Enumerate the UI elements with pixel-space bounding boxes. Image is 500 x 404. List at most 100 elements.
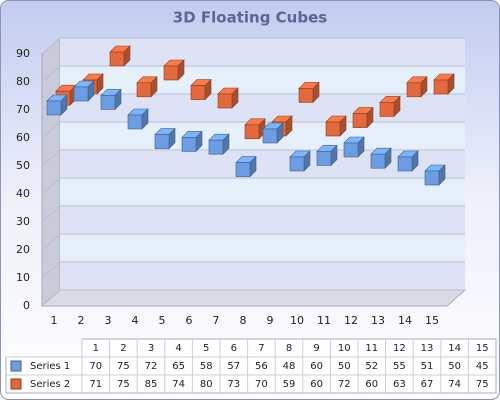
table-header: 8 — [286, 343, 292, 354]
cube-face — [136, 82, 152, 98]
cube — [181, 130, 203, 153]
y-tick-label: 0 — [23, 299, 30, 312]
cube — [424, 164, 446, 186]
table-cell: 60 — [310, 361, 323, 372]
x-tick-label: 10 — [290, 314, 304, 327]
table-cell: 72 — [338, 379, 351, 390]
grid-line — [41, 289, 465, 307]
wall-band — [60, 262, 465, 290]
table-header: 1 — [93, 343, 99, 354]
table-cell: 51 — [421, 361, 434, 372]
cube-face — [127, 114, 143, 130]
left-wall — [41, 36, 61, 308]
table-cell: 70 — [89, 361, 102, 372]
cube — [154, 127, 176, 150]
grid-line — [41, 261, 465, 279]
table-cell: 74 — [448, 379, 461, 390]
cube-face — [217, 93, 233, 109]
cube — [343, 136, 365, 158]
x-tick-label: 3 — [105, 314, 112, 327]
cube-face — [370, 153, 386, 169]
table-cell: 50 — [448, 361, 461, 372]
cube — [163, 59, 185, 81]
cube-face — [352, 113, 368, 128]
table-cell: 50 — [338, 361, 351, 372]
table-header: 6 — [231, 343, 237, 354]
grid-line — [41, 65, 465, 83]
wall-band — [60, 66, 465, 94]
cube-face — [190, 85, 206, 100]
table-header: 2 — [120, 343, 126, 354]
cube-face — [316, 151, 332, 166]
table-cell: 70 — [255, 379, 268, 390]
table-cell: 71 — [89, 379, 102, 390]
cube-face — [343, 142, 359, 158]
y-tick-label: 30 — [16, 215, 30, 228]
table-cell: 75 — [117, 361, 130, 372]
table-header: 3 — [148, 343, 154, 354]
cube-face — [289, 156, 305, 172]
legend-swatch — [10, 378, 22, 390]
x-tick-label: 6 — [186, 314, 193, 327]
cube-face — [424, 170, 440, 186]
cube-face — [235, 162, 251, 177]
table-cell: 60 — [365, 379, 378, 390]
x-tick-label: 12 — [344, 314, 358, 327]
cube-face — [397, 156, 413, 172]
table-header: 9 — [313, 343, 319, 354]
y-tick-label: 50 — [16, 159, 30, 172]
grid-line — [41, 37, 465, 55]
cube — [397, 150, 419, 172]
cube — [190, 78, 212, 101]
table-cell: 72 — [145, 361, 158, 372]
grid-line — [41, 233, 465, 251]
x-tick-label: 15 — [425, 314, 439, 327]
cube-face — [406, 82, 422, 98]
grid-line — [41, 177, 465, 195]
cube — [100, 88, 122, 111]
wall-band — [60, 150, 465, 178]
cube-face — [433, 79, 449, 95]
x-tick-label: 4 — [132, 314, 139, 327]
cube-face — [379, 102, 395, 117]
cube-face — [163, 65, 179, 81]
cube — [136, 76, 158, 98]
table-cell: 74 — [172, 379, 185, 390]
table-header: 14 — [448, 343, 461, 354]
cube — [127, 108, 149, 130]
cube-face — [181, 137, 197, 152]
x-tick-label: 9 — [267, 314, 274, 327]
cube — [235, 155, 257, 178]
table-cell: 85 — [145, 379, 158, 390]
table-cell: 58 — [200, 361, 213, 372]
table-cell: 73 — [227, 379, 240, 390]
table-cell: 59 — [283, 379, 296, 390]
cube — [217, 87, 239, 109]
y-tick-label: 10 — [16, 271, 30, 284]
cube-face — [46, 100, 62, 116]
cube — [325, 115, 347, 137]
cube-face — [262, 128, 278, 144]
table-header: 5 — [203, 343, 209, 354]
chart-title: 3D Floating Cubes — [173, 9, 327, 27]
x-tick-label: 14 — [398, 314, 412, 327]
table-cell: 60 — [310, 379, 323, 390]
wall-band — [60, 206, 465, 234]
legend-label: Series 2 — [30, 379, 70, 390]
cube-face — [100, 95, 116, 110]
wall-band — [60, 234, 465, 262]
table-cell: 75 — [117, 379, 130, 390]
table-cell: 80 — [200, 379, 213, 390]
table-header: 10 — [338, 343, 351, 354]
y-tick-label: 80 — [16, 75, 30, 88]
cube-face — [298, 88, 314, 103]
x-tick-label: 11 — [317, 314, 331, 327]
table-header: 11 — [365, 343, 378, 354]
floor — [40, 289, 467, 307]
table-header: 7 — [258, 343, 264, 354]
x-tick-label: 5 — [159, 314, 166, 327]
cube — [406, 76, 428, 98]
y-tick-label: 40 — [16, 187, 30, 200]
cube — [244, 118, 266, 140]
